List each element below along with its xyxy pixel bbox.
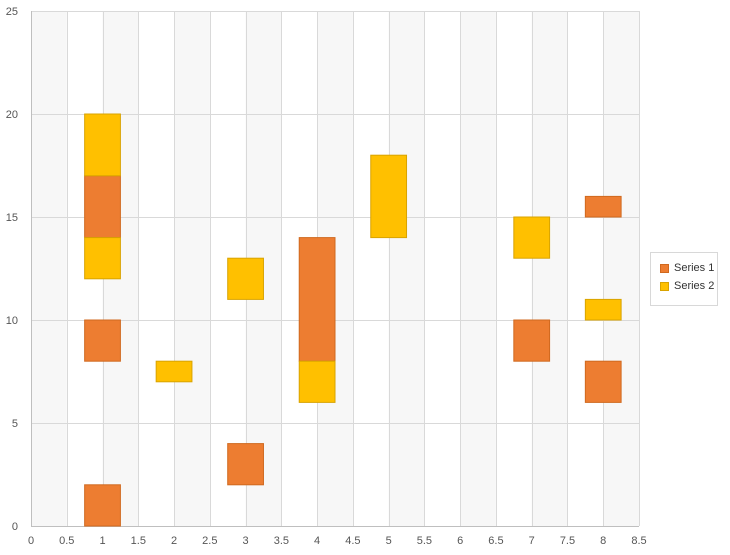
x-tick-label: 2 xyxy=(171,535,177,547)
series-2-bar xyxy=(227,257,264,300)
legend-item-series-2[interactable]: Series 2 xyxy=(660,277,717,295)
x-tick-label: 8 xyxy=(600,535,606,547)
x-tick-label: 4.5 xyxy=(345,535,360,547)
legend-label-series-2: Series 2 xyxy=(674,280,715,292)
plot-band xyxy=(31,11,67,526)
series-1-bar xyxy=(584,360,622,403)
y-tick-label: 5 xyxy=(12,418,18,430)
series-1-bar xyxy=(84,319,121,362)
plot-band xyxy=(603,11,639,526)
series-2-bar xyxy=(298,360,336,403)
series-1-swatch xyxy=(660,263,669,273)
legend-label-series-1: Series 1 xyxy=(674,262,715,274)
x-tick-label: 3.5 xyxy=(274,535,289,547)
x-tick-label: 2.5 xyxy=(202,535,217,547)
x-tick-label: 6 xyxy=(457,535,463,547)
series-2-bar xyxy=(584,298,622,321)
y-tick-label: 10 xyxy=(6,315,18,327)
y-tick-label: 20 xyxy=(6,109,18,121)
x-tick-label: 0.5 xyxy=(59,535,74,547)
series-1-bar xyxy=(84,175,121,239)
plot-band xyxy=(388,11,425,526)
plot-band xyxy=(531,11,568,526)
series-2-bar xyxy=(513,216,551,259)
series-1-bar xyxy=(298,237,336,362)
x-tick-label: 7 xyxy=(529,535,535,547)
y-tick-label: 25 xyxy=(6,6,18,18)
x-tick-label: 5 xyxy=(386,535,392,547)
y-tick-label: 0 xyxy=(12,521,18,533)
series-1-bar xyxy=(584,195,622,218)
x-tick-label: 1.5 xyxy=(131,535,146,547)
series-1-bar xyxy=(84,484,121,527)
legend-item-series-1[interactable]: Series 1 xyxy=(660,259,717,277)
chart-legend: Series 1 Series 2 xyxy=(650,252,718,306)
y-tick-label: 15 xyxy=(6,212,18,224)
x-tick-label: 1 xyxy=(99,535,105,547)
x-tick-label: 5.5 xyxy=(417,535,432,547)
plot-band xyxy=(460,11,496,526)
series-2-swatch xyxy=(660,281,669,291)
series-2-bar xyxy=(84,237,121,280)
x-tick-label: 0 xyxy=(28,535,34,547)
x-tick-label: 6.5 xyxy=(488,535,503,547)
plot-band xyxy=(174,11,210,526)
x-tick-label: 7.5 xyxy=(560,535,575,547)
series-2-bar xyxy=(370,154,408,239)
series-1-bar xyxy=(513,319,551,362)
series-2-bar xyxy=(84,113,121,177)
x-tick-label: 3 xyxy=(243,535,249,547)
x-tick-label: 8.5 xyxy=(631,535,646,547)
series-1-bar xyxy=(227,443,264,486)
x-tick-label: 4 xyxy=(314,535,320,547)
series-2-bar xyxy=(155,360,193,383)
